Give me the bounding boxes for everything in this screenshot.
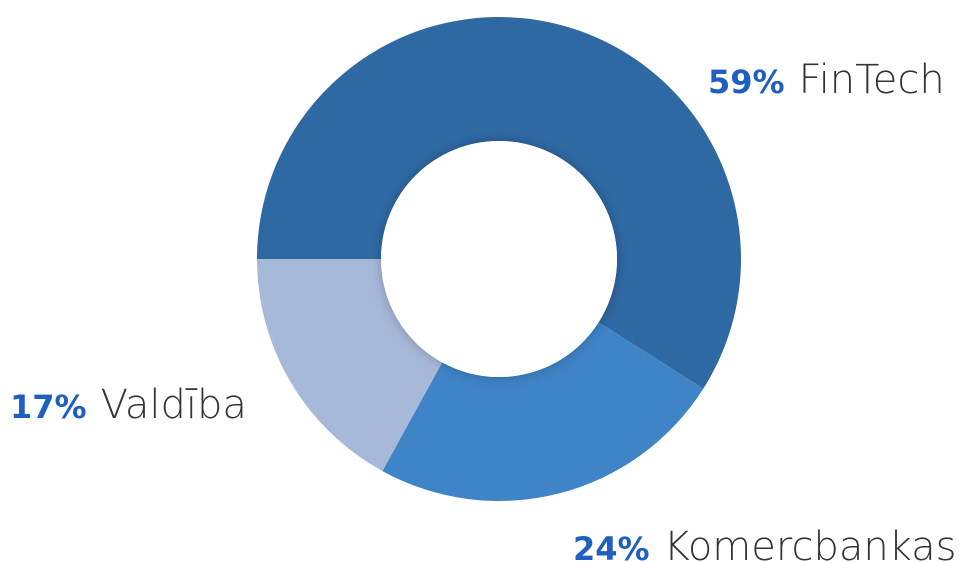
value-label: 24%	[573, 530, 650, 562]
category-label: FinTech	[799, 57, 945, 103]
donut-segment	[382, 322, 704, 501]
category-label: Valdība	[101, 382, 247, 428]
segment-label: 24% Komercbankas	[573, 524, 957, 562]
donut-hole	[381, 141, 617, 377]
segment-label: 59% FinTech	[708, 57, 945, 103]
donut-segment	[257, 16, 742, 389]
donut-segment	[257, 259, 443, 472]
segment-label: 17% Valdība	[10, 382, 247, 428]
donut	[257, 16, 742, 501]
value-label: 59%	[708, 63, 785, 101]
value-label: 17%	[10, 388, 87, 426]
category-label: Komercbankas	[664, 524, 957, 562]
